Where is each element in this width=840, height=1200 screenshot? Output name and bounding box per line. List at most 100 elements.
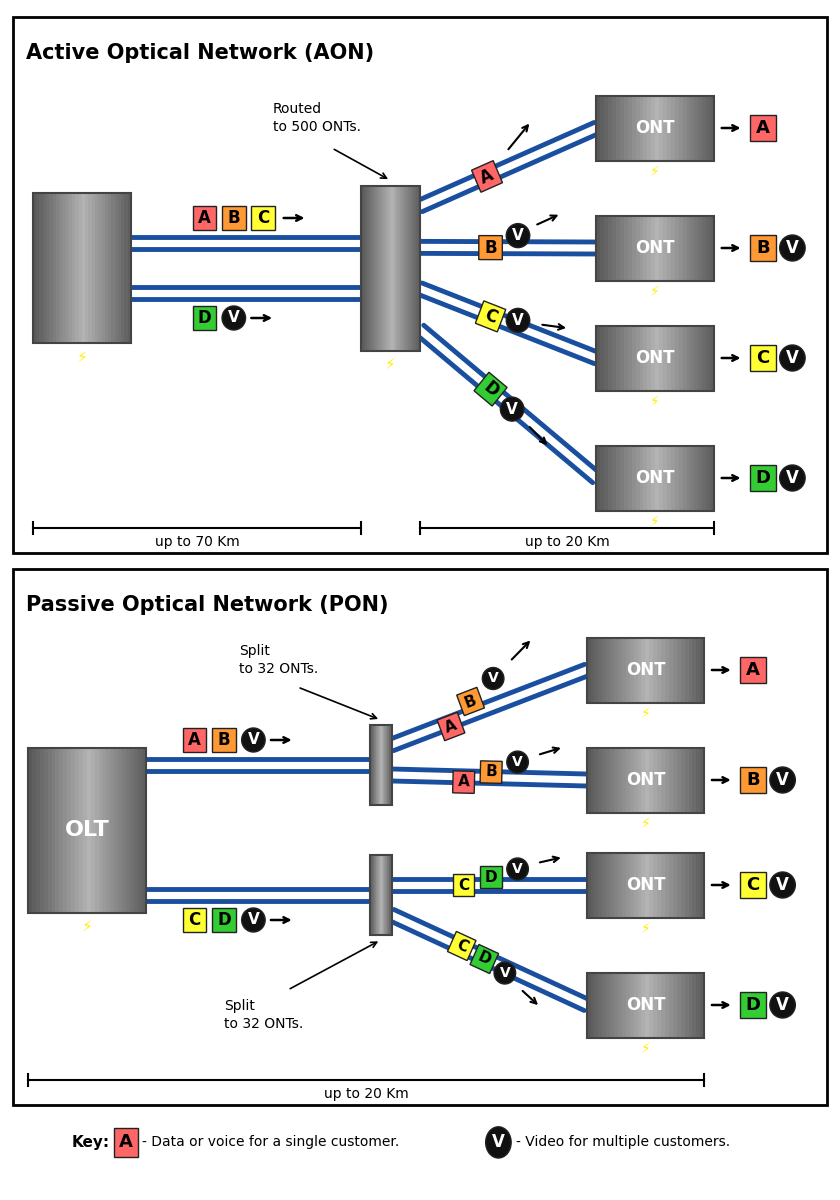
Text: A: A [458, 774, 470, 790]
Text: A: A [746, 661, 760, 679]
Bar [665, 852, 669, 918]
Text: V: V [492, 1133, 505, 1152]
Bar [98, 193, 102, 343]
Bar [667, 325, 671, 390]
Bar [669, 852, 673, 918]
Bar [606, 637, 610, 702]
Bar [606, 748, 610, 812]
Bar [696, 748, 701, 812]
Bar [710, 96, 714, 161]
Bar [636, 96, 639, 161]
Bar [692, 748, 696, 812]
Text: Routed
to 500 ONTs.: Routed to 500 ONTs. [273, 102, 361, 134]
Bar [62, 193, 66, 343]
Text: ⚡: ⚡ [650, 166, 660, 180]
Circle shape [780, 235, 806, 260]
Bar [692, 637, 696, 702]
Bar [651, 216, 655, 281]
Text: V: V [248, 912, 260, 928]
Bar [663, 216, 667, 281]
Text: V: V [500, 966, 510, 980]
Bar [685, 972, 689, 1038]
Circle shape [501, 397, 524, 421]
Circle shape [770, 872, 795, 898]
Bar [142, 748, 145, 912]
Bar [46, 193, 50, 343]
Bar [680, 748, 685, 812]
Bar [626, 972, 630, 1038]
Bar [598, 852, 602, 918]
Bar [630, 972, 633, 1038]
Text: V: V [776, 996, 789, 1014]
Bar [596, 325, 714, 390]
Bar [69, 193, 72, 343]
Bar [118, 748, 122, 912]
Bar [671, 96, 675, 161]
Bar [618, 972, 622, 1038]
Bar [401, 186, 402, 350]
Bar [638, 852, 642, 918]
Bar [448, 931, 476, 960]
Bar [657, 972, 661, 1038]
Text: A: A [478, 166, 496, 187]
Bar [39, 193, 43, 343]
Bar [602, 972, 606, 1038]
Circle shape [507, 223, 530, 247]
Bar [39, 748, 44, 912]
Bar [648, 445, 651, 510]
Text: ⚡: ⚡ [386, 358, 396, 372]
Text: C: C [458, 877, 470, 893]
Bar [470, 944, 499, 973]
Bar [95, 748, 98, 912]
Bar [633, 748, 638, 812]
Bar [690, 325, 695, 390]
Bar [59, 193, 62, 343]
Bar [624, 325, 627, 390]
Bar [363, 186, 365, 350]
Circle shape [770, 767, 795, 793]
Bar [95, 193, 98, 343]
Bar [213, 728, 236, 752]
Bar [686, 216, 690, 281]
Bar [370, 854, 391, 935]
Bar [130, 748, 134, 912]
Bar [361, 186, 420, 350]
Bar [657, 852, 661, 918]
Bar [385, 186, 386, 350]
Text: ONT: ONT [626, 661, 665, 679]
Bar [596, 445, 714, 510]
Bar [702, 96, 706, 161]
Bar [596, 216, 714, 281]
Bar [608, 445, 612, 510]
Bar [616, 216, 620, 281]
Text: A: A [119, 1133, 133, 1152]
Bar [750, 235, 776, 260]
Bar [639, 216, 643, 281]
Bar [108, 193, 112, 343]
Bar [85, 193, 88, 343]
Bar [616, 96, 620, 161]
Bar [614, 972, 618, 1038]
Bar [669, 748, 673, 812]
Circle shape [780, 464, 806, 491]
Text: ⚡: ⚡ [81, 919, 92, 934]
Bar [685, 852, 689, 918]
Bar [665, 748, 669, 812]
Bar [618, 852, 622, 918]
Bar [595, 972, 598, 1038]
Bar [671, 445, 675, 510]
Bar [408, 186, 410, 350]
Text: D: D [755, 469, 770, 487]
Bar [365, 186, 367, 350]
Bar [706, 325, 710, 390]
Bar [698, 445, 702, 510]
Text: Split
to 32 ONTs.: Split to 32 ONTs. [239, 643, 318, 677]
Bar [701, 748, 704, 812]
Text: C: C [188, 911, 201, 929]
Bar [386, 186, 389, 350]
Bar [659, 325, 663, 390]
Bar [645, 852, 649, 918]
Text: Split
to 32 ONTs.: Split to 32 ONTs. [224, 998, 303, 1031]
Bar [602, 852, 606, 918]
Bar [612, 325, 616, 390]
